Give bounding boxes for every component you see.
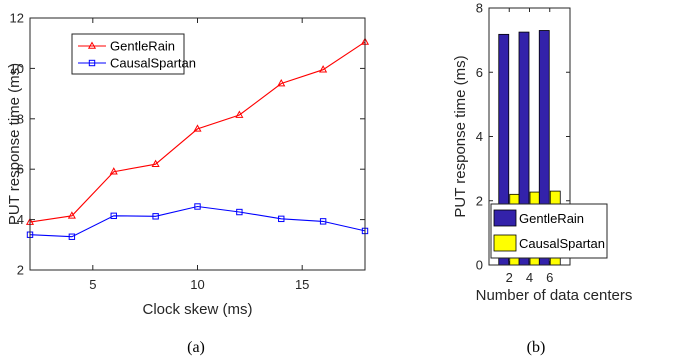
data-point	[194, 203, 201, 210]
y-axis-title: PUT response time (ms)	[6, 63, 23, 225]
y-tick-label: 8	[476, 1, 483, 16]
axes-group: 2 4 6 8 10 12 5 10 15	[10, 11, 366, 292]
legend: GentleRain CausalSpartan	[71, 33, 196, 75]
data-point	[235, 110, 244, 118]
x-tick-label: 15	[295, 277, 309, 292]
y-tick-label: 6	[476, 65, 483, 80]
data-point	[68, 233, 76, 240]
y-tick-label: 12	[10, 11, 24, 26]
data-point	[152, 213, 159, 220]
series-line	[29, 205, 366, 238]
y-tick-label: 6	[17, 162, 24, 177]
legend-marker	[88, 59, 96, 67]
data-point	[67, 211, 76, 219]
x-axis-title: Number of data centers	[476, 287, 633, 304]
y-tick-label: 4	[476, 129, 483, 144]
line-chart-panel: 2 4 6 8 10 12 5 10 15 GentleRain CausalSpartan Cl…	[6, 11, 370, 356]
x-tick-label: 2	[506, 270, 513, 285]
x-tick-label: 6	[546, 270, 553, 285]
legend-label: GentleRain	[519, 211, 584, 226]
legend-label: CausalSpartan	[519, 236, 605, 251]
y-tick-label: 8	[17, 111, 24, 126]
data-point	[110, 212, 117, 220]
data-point	[193, 124, 202, 132]
data-point	[109, 167, 118, 175]
x-tick-label: 10	[190, 277, 204, 292]
data-point	[319, 218, 327, 225]
y-tick-label: 10	[10, 61, 24, 76]
series-line	[29, 41, 366, 223]
legend: GentleRain CausalSpartan	[490, 203, 608, 259]
legend-label: CausalSpartan	[110, 56, 196, 71]
legend-label: GentleRain	[110, 39, 175, 54]
y-tick-label: 2	[17, 263, 24, 278]
y-tick-label: 2	[476, 193, 483, 208]
legend-marker	[87, 41, 97, 49]
x-tick-label: 4	[526, 270, 533, 285]
data-point	[277, 78, 286, 87]
line-series-group	[29, 41, 366, 238]
data-point	[319, 65, 328, 73]
legend-box	[71, 33, 185, 75]
data-point	[151, 159, 160, 167]
data-point	[236, 208, 243, 216]
y-tick-label: 0	[476, 258, 483, 273]
panel-caption: (b)	[527, 339, 546, 356]
y-axis-title: PUT response time (ms)	[452, 55, 469, 217]
legend-swatch	[493, 234, 517, 252]
x-axis-title: Clock skew (ms)	[142, 301, 252, 318]
legend-swatch	[493, 209, 517, 227]
y-tick-label: 4	[17, 212, 24, 227]
data-point	[278, 215, 285, 223]
panel-caption: (a)	[187, 339, 205, 356]
x-tick-label: 5	[89, 277, 96, 292]
